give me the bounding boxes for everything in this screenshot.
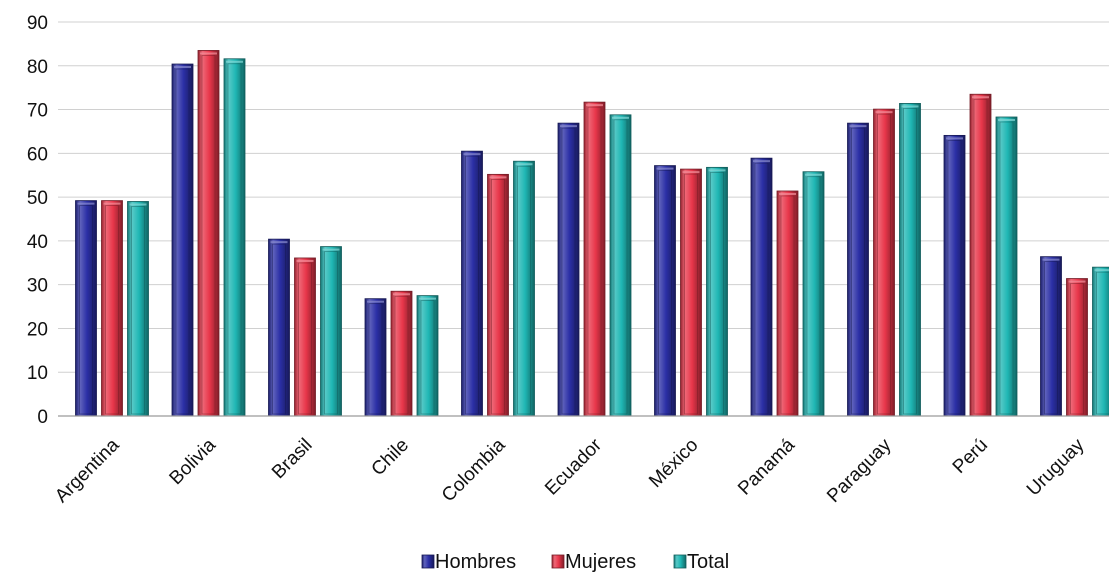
x-category-label: Colombia [438, 434, 510, 506]
bar-hombres-chile [364, 298, 387, 417]
y-tick-label: 10 [27, 363, 48, 384]
y-tick-label: 90 [27, 13, 48, 34]
bars [75, 50, 1109, 417]
bar-mujeres-uruguay [1066, 278, 1088, 417]
bar-hombres-argentina [75, 200, 97, 417]
legend-swatch [421, 554, 435, 569]
legend-item-mujeres: Mujeres [551, 551, 636, 573]
legend-label: Hombres [435, 551, 516, 573]
legend-item-total: Total [673, 551, 729, 573]
bar-total-perú [995, 116, 1018, 417]
y-tick-label: 20 [27, 319, 48, 340]
bar-mujeres-brasil [294, 257, 316, 417]
y-tick-label: 0 [37, 407, 48, 428]
legend-swatch [673, 554, 687, 569]
x-category-label: Argentina [51, 434, 124, 507]
x-category-label: Panamá [734, 434, 799, 499]
y-tick-label: 80 [27, 57, 48, 78]
y-tick-label: 50 [27, 188, 48, 209]
bar-total-bolivia [223, 58, 246, 417]
bar-hombres-uruguay [1040, 256, 1062, 417]
bar-mujeres-argentina [101, 200, 123, 417]
bar-total-chile [416, 295, 439, 417]
bar-mujeres-panamá [776, 190, 799, 417]
x-category-label: Uruguay [1023, 434, 1089, 500]
bar-hombres-ecuador [557, 122, 580, 417]
legend: Hombres Mujeres Total [421, 551, 729, 573]
bar-hombres-perú [943, 134, 966, 417]
x-category-label: Ecuador [541, 434, 606, 499]
x-category-label: Paraguay [823, 434, 896, 507]
bar-hombres-paraguay [847, 122, 869, 417]
y-tick-label: 30 [27, 276, 48, 297]
legend-label: Mujeres [565, 551, 636, 573]
bar-hombres-bolivia [171, 63, 194, 417]
x-category-label: Bolivia [166, 434, 221, 489]
bar-mujeres-chile [390, 290, 413, 417]
bar-hombres-panamá [750, 157, 773, 417]
bar-hombres-méxico [654, 165, 676, 417]
legend-item-hombres: Hombres [421, 551, 516, 573]
y-tick-label: 60 [27, 144, 48, 165]
x-category-label: Brasil [268, 435, 316, 483]
y-axis-ticks: 0 10 20 30 40 50 60 70 80 90 [27, 13, 48, 428]
bar-total-colombia [513, 160, 535, 417]
y-tick-label: 40 [27, 232, 48, 253]
bar-mujeres-colombia [487, 173, 509, 417]
bar-hombres-colombia [461, 150, 483, 417]
y-tick-label: 70 [27, 101, 48, 122]
x-category-label: Perú [949, 435, 992, 478]
bar-hombres-brasil [268, 238, 290, 417]
bar-mujeres-paraguay [873, 108, 895, 417]
x-category-label: México [645, 435, 702, 492]
bar-mujeres-ecuador [583, 101, 606, 417]
x-axis-categories: Argentina Bolivia Brasil Chile Colombia Ecuad… [51, 434, 1089, 507]
bar-total-brasil [320, 246, 342, 417]
bar-mujeres-perú [969, 93, 992, 417]
legend-swatch [551, 554, 565, 569]
bar-total-uruguay [1092, 266, 1109, 417]
bar-total-méxico [706, 166, 728, 417]
bar-total-panamá [802, 171, 825, 417]
x-category-label: Chile [368, 435, 413, 480]
bar-total-argentina [127, 201, 149, 417]
bar-total-ecuador [609, 114, 632, 417]
bar-total-paraguay [899, 103, 921, 417]
bar-mujeres-méxico [680, 168, 702, 417]
legend-label: Total [687, 551, 729, 573]
bar-mujeres-bolivia [197, 50, 220, 417]
